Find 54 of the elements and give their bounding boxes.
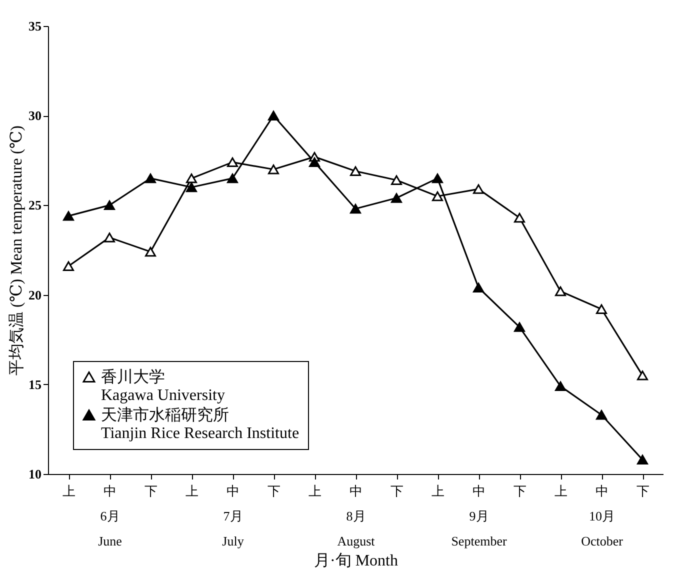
point	[268, 164, 279, 174]
y-tick-label: 30	[28, 108, 42, 124]
point	[473, 184, 484, 194]
x-tick-label: 下	[268, 484, 280, 498]
y-tick-label: 15	[28, 376, 42, 392]
x-tick-label: 中 8月 August	[337, 484, 376, 548]
y-tick-label: 25	[28, 198, 42, 213]
point	[596, 304, 607, 314]
point	[514, 212, 525, 223]
point	[596, 410, 607, 420]
y-axis-title: 平均気温 (℃) Mean temperature (℃)	[8, 126, 26, 376]
point	[104, 232, 115, 242]
point	[555, 381, 566, 392]
legend-label: 香川大学 Kagawa University	[101, 368, 225, 404]
x-tick-label: 下	[636, 484, 650, 498]
point	[145, 173, 156, 184]
y-tick-label: 10	[28, 466, 42, 482]
point	[268, 110, 279, 120]
point	[350, 204, 361, 214]
point	[145, 246, 156, 257]
x-tick-label: 上	[432, 484, 444, 498]
x-tick-label: 中 9月 September	[451, 484, 508, 548]
point	[637, 370, 648, 380]
point	[186, 182, 197, 192]
point	[227, 157, 238, 168]
x-tick-label: 中 6月 June	[98, 484, 122, 548]
point	[514, 322, 525, 332]
point	[350, 166, 361, 176]
point	[637, 454, 648, 465]
x-tick-label: 上	[554, 484, 568, 498]
y-tick-label: 20	[28, 287, 42, 302]
point	[473, 282, 484, 292]
x-tick-label: 中 10月 October	[581, 484, 624, 548]
x-axis-title: 月·旬 Month	[314, 552, 398, 570]
point	[63, 211, 74, 221]
point	[391, 175, 402, 185]
point	[432, 191, 443, 202]
x-tick-label: 下	[390, 484, 404, 498]
point	[432, 173, 443, 184]
point	[63, 261, 74, 271]
point	[186, 173, 197, 184]
x-tick-label: 上	[308, 484, 322, 498]
x-tick-label: 上	[186, 484, 198, 498]
x-tick-label: 下	[144, 484, 158, 498]
point	[555, 286, 566, 296]
point	[391, 193, 402, 203]
point	[104, 200, 115, 210]
x-tick-label: 中 7月 July	[222, 484, 244, 548]
y-tick-label: 35	[28, 18, 42, 34]
point	[227, 173, 238, 184]
point	[309, 157, 320, 168]
x-tick-label: 上	[62, 484, 76, 498]
x-tick-label: 下	[514, 484, 526, 498]
legend-label: 天津市水稲研究所 Tianjin Rice Research Institute	[101, 406, 300, 442]
